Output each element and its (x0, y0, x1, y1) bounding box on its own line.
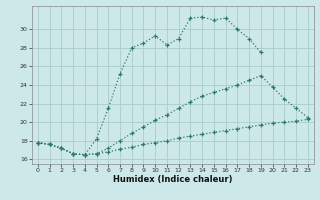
X-axis label: Humidex (Indice chaleur): Humidex (Indice chaleur) (113, 175, 233, 184)
